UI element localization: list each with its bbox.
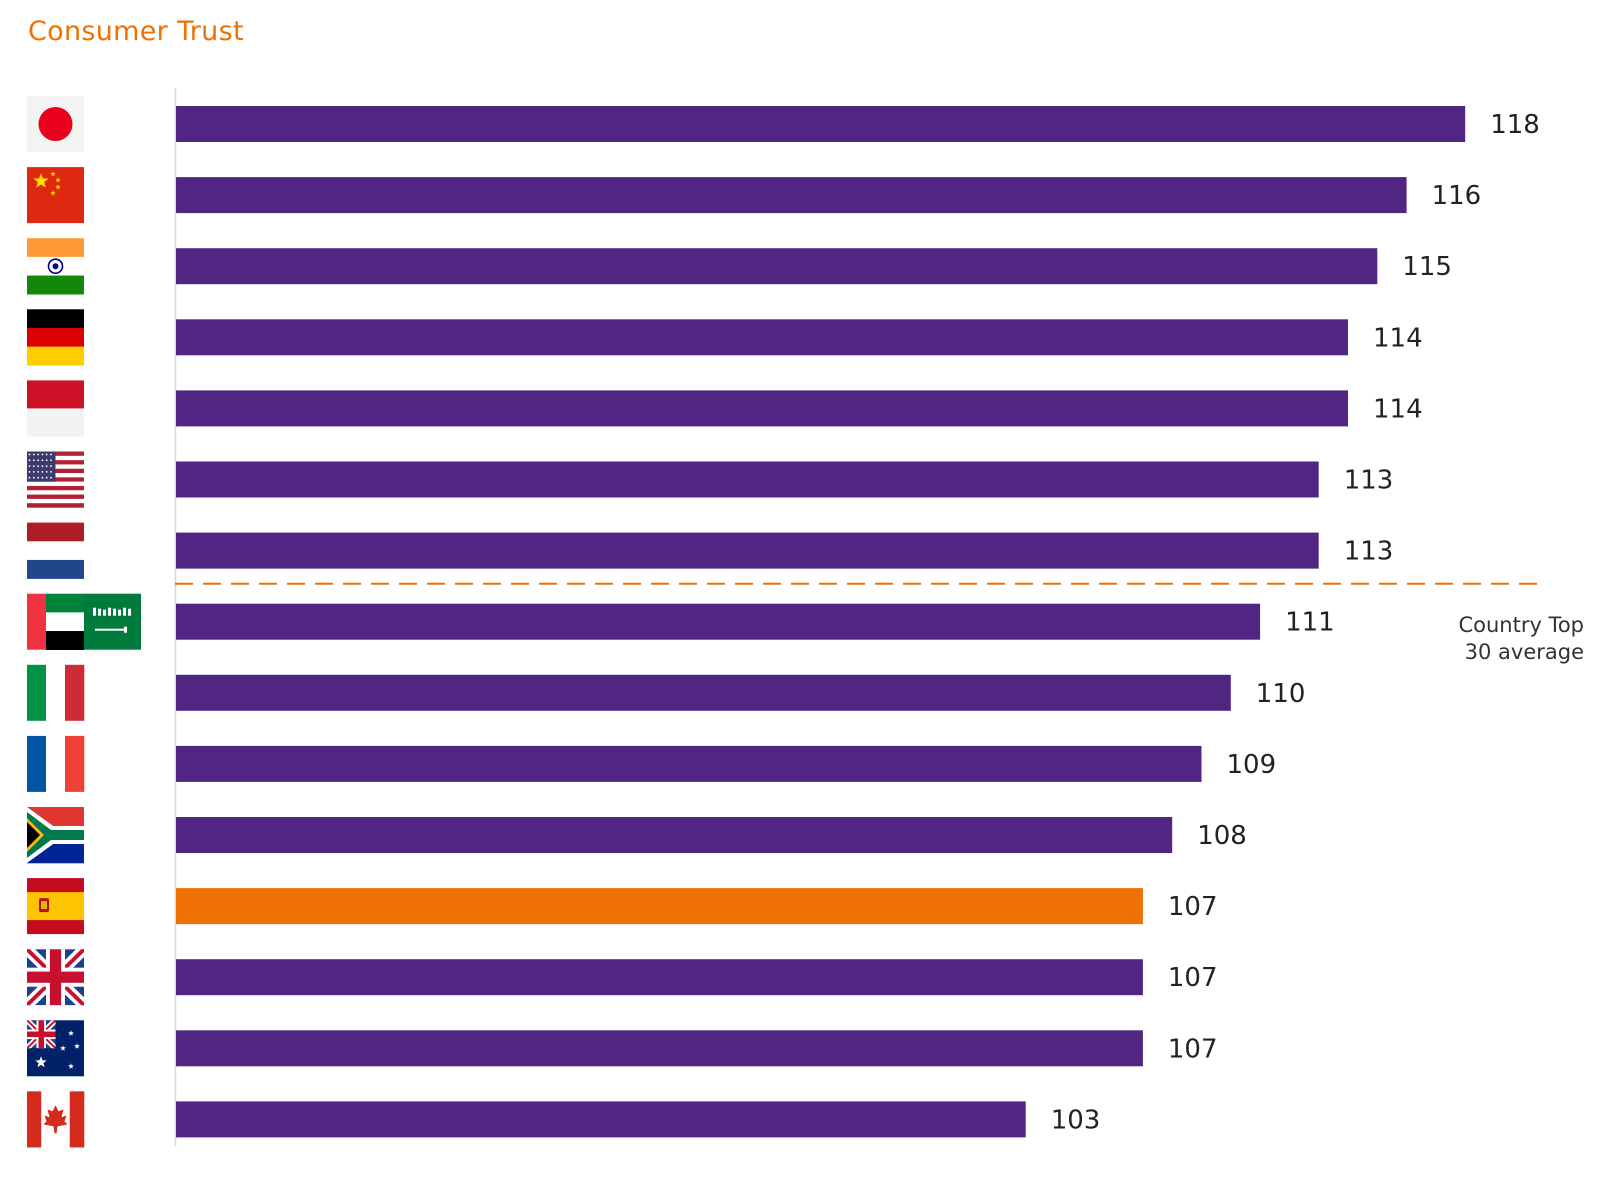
bar-13 (176, 1030, 1143, 1067)
value-label-7: 111 (1285, 608, 1335, 638)
value-label-6: 113 (1344, 537, 1394, 567)
reference-label-line1: Country Top (1458, 613, 1584, 637)
bar-14 (176, 1101, 1026, 1138)
value-label-0: 118 (1490, 110, 1540, 140)
bar-6 (176, 532, 1319, 569)
value-label-2: 115 (1402, 252, 1452, 282)
spain-flag-icon (27, 878, 84, 935)
reference-line-label: Country Top 30 average (1458, 612, 1584, 666)
value-label-12: 107 (1168, 963, 1218, 993)
value-label-10: 108 (1197, 821, 1247, 851)
indonesia-flag-icon (27, 380, 84, 437)
value-label-3: 114 (1373, 323, 1423, 353)
bar-4 (176, 390, 1348, 427)
value-label-4: 114 (1373, 394, 1423, 424)
germany-flag-icon (27, 309, 84, 366)
netherlands-flag-icon (27, 522, 84, 579)
usa-flag-icon (27, 451, 84, 508)
bar-3 (176, 319, 1348, 356)
south-africa-flag-icon (27, 807, 84, 864)
value-label-14: 103 (1051, 1105, 1101, 1135)
india-flag-icon (27, 238, 84, 295)
uae-saudi-flag-icon (27, 593, 141, 650)
bar-10 (176, 817, 1173, 853)
bar-2 (176, 248, 1378, 285)
bar-7 (176, 603, 1261, 640)
china-flag-icon (27, 167, 84, 224)
canada-flag-icon (27, 1091, 85, 1148)
bar-5 (176, 461, 1319, 498)
value-label-1: 116 (1432, 181, 1482, 211)
reference-label-line2: 30 average (1464, 640, 1584, 664)
france-flag-icon (27, 735, 85, 792)
bar-9 (176, 745, 1202, 782)
bar-8 (176, 674, 1231, 711)
bar-12 (176, 959, 1143, 996)
value-label-11: 107 (1168, 892, 1218, 922)
bar-11 (176, 888, 1143, 925)
italy-flag-icon (27, 664, 85, 721)
value-label-9: 109 (1227, 750, 1277, 780)
japan-flag-icon (27, 96, 84, 152)
australia-flag-icon (27, 1020, 84, 1077)
uk-flag-icon (27, 949, 84, 1006)
bar-1 (176, 177, 1407, 214)
bar-0 (176, 106, 1466, 142)
value-label-13: 107 (1168, 1034, 1218, 1064)
value-label-5: 113 (1344, 466, 1394, 496)
value-label-8: 110 (1256, 679, 1306, 709)
chart-title: Consumer Trust (28, 16, 244, 47)
